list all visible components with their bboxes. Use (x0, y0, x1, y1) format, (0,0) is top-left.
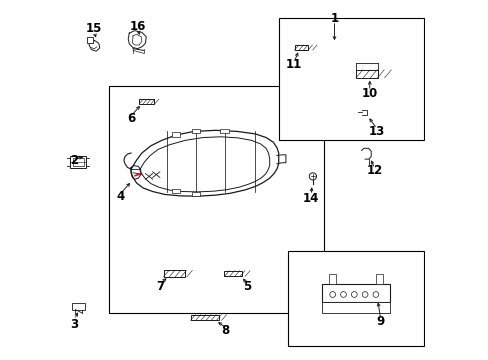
Circle shape (351, 292, 356, 297)
Bar (294, 45, 307, 50)
Bar (171, 132, 180, 137)
Bar (70, 156, 86, 168)
Circle shape (362, 292, 367, 297)
Text: 4: 4 (116, 190, 124, 203)
Bar (278, 18, 424, 140)
Bar (191, 129, 200, 133)
Text: 7: 7 (156, 280, 163, 293)
Text: 12: 12 (366, 165, 382, 177)
Bar (224, 271, 241, 276)
Text: 15: 15 (86, 22, 102, 35)
Bar (321, 302, 389, 313)
Bar (109, 86, 323, 313)
Text: 9: 9 (376, 315, 384, 328)
Bar (87, 37, 92, 43)
Bar (220, 129, 228, 133)
Bar (375, 274, 382, 284)
Circle shape (372, 292, 378, 297)
Text: 13: 13 (368, 125, 385, 138)
Text: 6: 6 (127, 112, 135, 125)
Bar (355, 70, 377, 78)
Bar (328, 274, 336, 284)
Circle shape (309, 173, 316, 180)
Circle shape (340, 292, 346, 297)
Text: 10: 10 (361, 87, 377, 100)
Bar (72, 303, 85, 310)
Bar (163, 270, 185, 277)
Text: 3: 3 (70, 318, 79, 330)
Text: 5: 5 (243, 280, 251, 293)
Bar (321, 284, 389, 302)
Text: 16: 16 (130, 21, 146, 33)
Bar (190, 315, 219, 320)
Circle shape (329, 292, 335, 297)
Text: 14: 14 (302, 192, 319, 204)
Bar (191, 192, 200, 196)
Text: 2: 2 (70, 154, 79, 167)
Text: 11: 11 (285, 58, 302, 71)
Bar (139, 99, 153, 104)
Bar (73, 158, 83, 166)
Text: 8: 8 (221, 324, 229, 337)
Text: 1: 1 (330, 12, 338, 24)
Bar (171, 189, 180, 193)
Bar (287, 251, 424, 346)
